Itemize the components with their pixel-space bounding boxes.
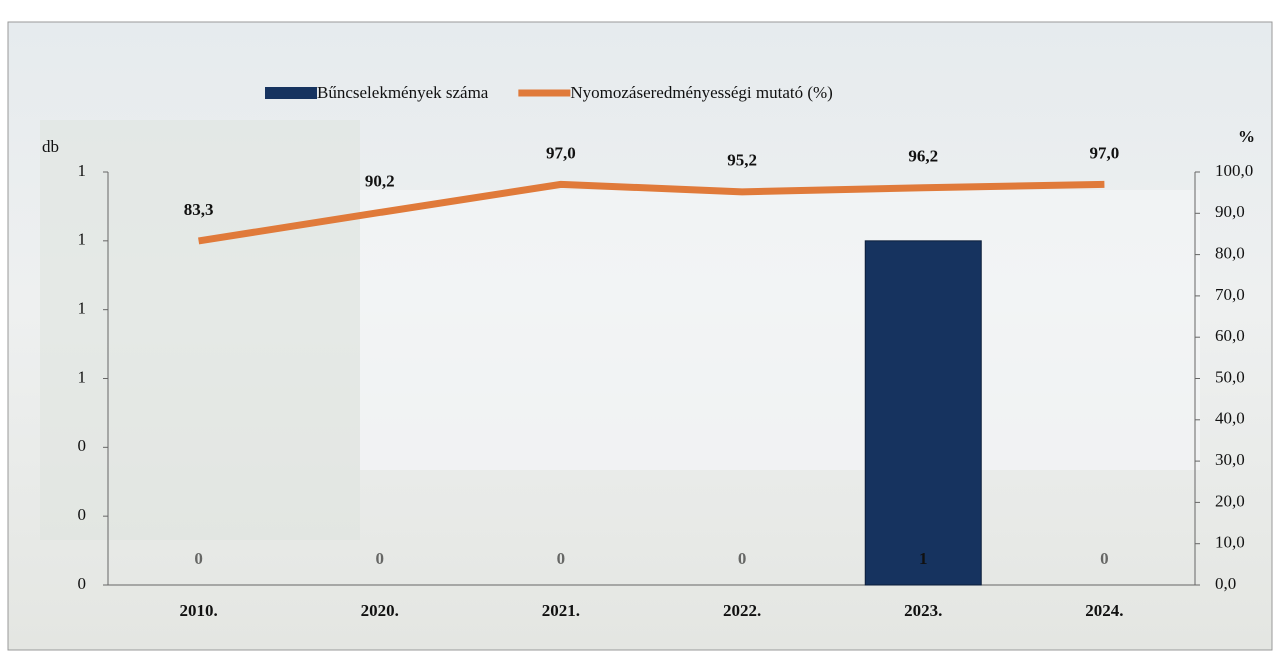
y2-axis-title: % [1238, 127, 1255, 146]
y-tick-label: 0 [78, 505, 87, 524]
line-value-label: 95,2 [727, 151, 757, 170]
bar-value-label: 1 [919, 549, 928, 568]
bar [865, 241, 981, 585]
y2-tick-label: 80,0 [1215, 244, 1245, 263]
y2-tick-label: 100,0 [1215, 161, 1253, 180]
y2-tick-label: 70,0 [1215, 285, 1245, 304]
y2-tick-label: 20,0 [1215, 491, 1245, 510]
y2-tick-label: 40,0 [1215, 409, 1245, 428]
chart: db % 00011110,010,020,030,040,050,060,07… [0, 0, 1279, 654]
line-value-label: 83,3 [184, 200, 214, 219]
line-value-label: 96,2 [908, 147, 938, 166]
y-tick-label: 1 [78, 299, 87, 318]
legend-label: Nyomozáseredményességi mutató (%) [570, 83, 832, 102]
y2-tick-label: 0,0 [1215, 574, 1236, 593]
legend-label: Bűncselekmények száma [317, 83, 489, 102]
page: db % 00011110,010,020,030,040,050,060,07… [0, 0, 1279, 654]
y-tick-label: 1 [78, 161, 87, 180]
y2-tick-label: 10,0 [1215, 533, 1245, 552]
bar-value-label: 0 [738, 549, 747, 568]
line-value-label: 90,2 [365, 171, 395, 190]
background-photo-building [360, 190, 1200, 470]
y2-tick-label: 90,0 [1215, 202, 1245, 221]
x-tick-label: 2023. [904, 601, 942, 620]
y-tick-label: 1 [78, 367, 87, 386]
bar-value-label: 0 [194, 549, 203, 568]
y-tick-label: 0 [78, 574, 87, 593]
x-tick-label: 2021. [542, 601, 580, 620]
y2-tick-label: 30,0 [1215, 450, 1245, 469]
bar-value-label: 0 [557, 549, 566, 568]
y-tick-label: 0 [78, 436, 87, 455]
line-value-label: 97,0 [546, 143, 576, 162]
y-tick-label: 1 [78, 230, 87, 249]
y2-tick-label: 50,0 [1215, 367, 1245, 386]
x-tick-label: 2022. [723, 601, 761, 620]
x-tick-label: 2010. [179, 601, 217, 620]
x-tick-label: 2020. [361, 601, 399, 620]
line-value-label: 97,0 [1090, 143, 1120, 162]
x-tick-label: 2024. [1085, 601, 1123, 620]
bar-value-label: 0 [1100, 549, 1109, 568]
background-photo-tree [40, 120, 360, 540]
y2-tick-label: 60,0 [1215, 326, 1245, 345]
y-axis-title: db [42, 137, 59, 156]
legend-swatch [265, 87, 317, 99]
bar-value-label: 0 [376, 549, 385, 568]
